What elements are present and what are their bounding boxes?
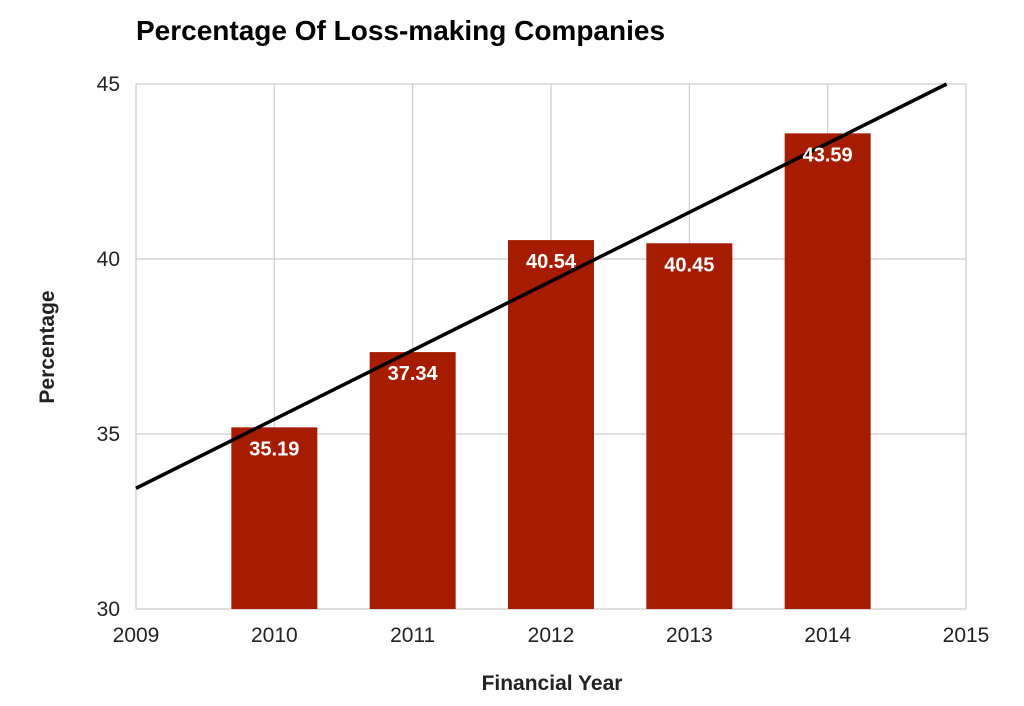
- y-axis-title: Percentage: [36, 290, 59, 403]
- y-tick-label: 30: [97, 598, 120, 621]
- data-label-2011: 37.34: [388, 363, 439, 385]
- x-tick-label: 2014: [804, 624, 851, 647]
- data-labels: 35.19 37.34 40.54 40.45 43.59: [249, 144, 852, 460]
- x-tick-label: 2009: [113, 624, 160, 647]
- x-tick-label: 2013: [666, 624, 713, 647]
- bars: [231, 133, 871, 609]
- chart-title: Percentage Of Loss-making Companies: [136, 15, 665, 46]
- bar-2012: [508, 240, 594, 609]
- x-tick-label: 2010: [251, 624, 298, 647]
- bar-2013: [646, 243, 733, 609]
- data-label-2014: 43.59: [803, 144, 853, 166]
- data-label-2012: 40.54: [526, 251, 577, 273]
- bar-2011: [369, 352, 456, 609]
- x-tick-label: 2011: [390, 624, 435, 647]
- trendline-layer: [135, 82, 948, 490]
- data-label-2013: 40.45: [664, 254, 714, 276]
- x-tick-label: 2015: [943, 624, 990, 647]
- tick-labels: 30 35 40 45 2009 2010 2011 2012 2013 2014 2015: [97, 73, 990, 647]
- data-label-2010: 35.19: [249, 438, 299, 460]
- bar-2014: [784, 133, 871, 609]
- x-tick-label: 2012: [528, 624, 575, 647]
- y-tick-label: 40: [97, 248, 120, 271]
- x-axis-title: Financial Year: [482, 672, 623, 695]
- bar-2010: [231, 427, 318, 609]
- y-tick-label: 35: [97, 423, 120, 446]
- trendline: [135, 82, 948, 490]
- y-tick-label: 45: [97, 73, 120, 96]
